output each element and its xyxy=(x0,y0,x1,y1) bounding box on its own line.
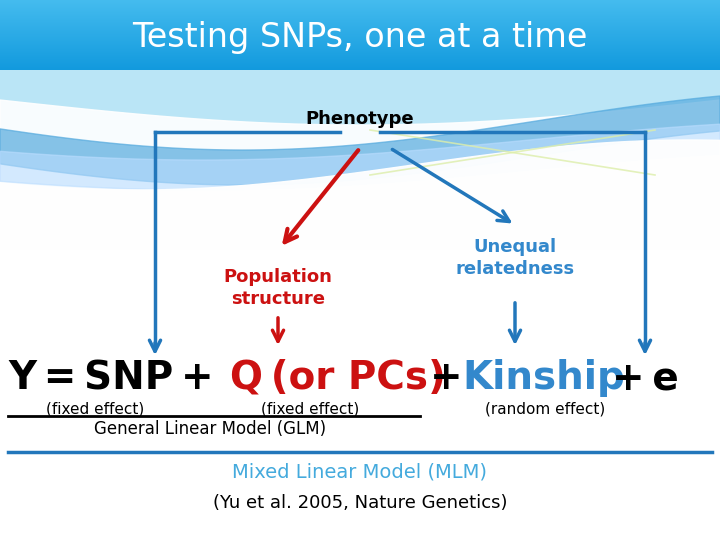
Bar xyxy=(0,69,720,70)
Text: Phenotype: Phenotype xyxy=(306,110,414,128)
Bar xyxy=(0,41,720,42)
Bar xyxy=(0,56,720,57)
Bar xyxy=(0,50,720,51)
Text: Population
structure: Population structure xyxy=(224,268,333,308)
Bar xyxy=(0,39,720,40)
Bar xyxy=(0,4,720,5)
Bar xyxy=(0,18,720,19)
Bar xyxy=(0,57,720,58)
Bar xyxy=(0,28,720,29)
Bar xyxy=(0,46,720,47)
Bar xyxy=(0,64,720,65)
Text: +: + xyxy=(430,359,463,397)
Bar xyxy=(0,31,720,32)
Bar xyxy=(0,11,720,12)
Bar xyxy=(0,68,720,69)
Bar xyxy=(0,42,720,43)
Bar xyxy=(0,40,720,41)
Text: (fixed effect): (fixed effect) xyxy=(46,402,144,417)
Text: (fixed effect): (fixed effect) xyxy=(261,402,359,417)
Bar xyxy=(0,36,720,37)
Bar xyxy=(0,9,720,10)
Bar xyxy=(0,30,720,31)
Bar xyxy=(0,6,720,7)
Bar xyxy=(0,15,720,16)
Bar xyxy=(0,45,720,46)
Bar xyxy=(0,7,720,8)
Bar xyxy=(0,58,720,59)
Text: Kinship: Kinship xyxy=(462,359,625,397)
Bar xyxy=(0,35,720,36)
Bar xyxy=(0,37,720,38)
Text: + e: + e xyxy=(612,359,679,397)
Bar xyxy=(0,12,720,13)
Bar xyxy=(0,62,720,63)
Bar xyxy=(0,29,720,30)
Bar xyxy=(0,34,720,35)
Bar xyxy=(0,52,720,53)
Bar xyxy=(0,16,720,17)
Bar xyxy=(0,19,720,20)
Bar xyxy=(0,25,720,26)
Text: (random effect): (random effect) xyxy=(485,402,605,417)
Bar xyxy=(0,24,720,25)
Bar xyxy=(0,51,720,52)
Bar xyxy=(0,2,720,3)
Bar xyxy=(0,26,720,27)
Bar xyxy=(0,48,720,49)
Bar xyxy=(0,60,720,61)
Bar xyxy=(0,54,720,55)
Bar xyxy=(0,61,720,62)
Bar xyxy=(0,55,720,56)
Bar xyxy=(0,13,720,14)
Bar xyxy=(0,53,720,54)
Bar xyxy=(0,59,720,60)
Text: Q (or PCs): Q (or PCs) xyxy=(230,359,446,397)
Bar xyxy=(0,10,720,11)
Text: General Linear Model (GLM): General Linear Model (GLM) xyxy=(94,420,326,438)
Bar xyxy=(0,49,720,50)
Bar xyxy=(0,3,720,4)
Bar xyxy=(0,17,720,18)
Bar xyxy=(0,38,720,39)
Bar xyxy=(0,33,720,34)
Bar xyxy=(0,1,720,2)
Bar xyxy=(0,67,720,68)
Bar xyxy=(0,43,720,44)
Bar xyxy=(0,44,720,45)
Text: Mixed Linear Model (MLM): Mixed Linear Model (MLM) xyxy=(233,462,487,481)
Bar xyxy=(0,70,720,250)
Bar xyxy=(0,32,720,33)
Bar xyxy=(0,0,720,1)
Bar xyxy=(0,21,720,22)
Bar xyxy=(0,65,720,66)
Bar xyxy=(0,66,720,67)
Text: Y = SNP +: Y = SNP + xyxy=(8,359,214,397)
Bar xyxy=(0,63,720,64)
Bar xyxy=(0,5,720,6)
Bar xyxy=(0,23,720,24)
Bar xyxy=(0,14,720,15)
Text: (Yu et al. 2005, Nature Genetics): (Yu et al. 2005, Nature Genetics) xyxy=(212,494,508,512)
Bar xyxy=(0,47,720,48)
Bar xyxy=(0,22,720,23)
Bar xyxy=(0,27,720,28)
Text: Unequal
relatedness: Unequal relatedness xyxy=(456,238,575,278)
Bar xyxy=(0,20,720,21)
Bar xyxy=(0,8,720,9)
Text: Testing SNPs, one at a time: Testing SNPs, one at a time xyxy=(132,22,588,55)
